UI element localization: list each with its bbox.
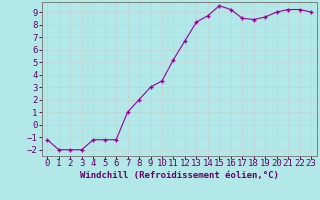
- X-axis label: Windchill (Refroidissement éolien,°C): Windchill (Refroidissement éolien,°C): [80, 171, 279, 180]
